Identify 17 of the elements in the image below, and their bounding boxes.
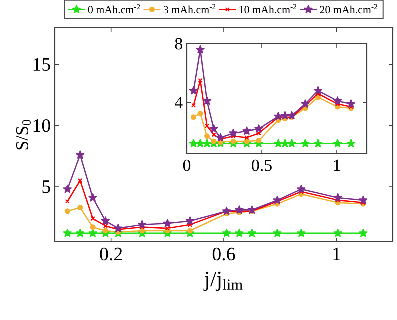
y-tick-label: 4: [174, 97, 183, 108]
legend-label: 3 mAh.cm$^{-2}$: [164, 4, 216, 14]
x-tick-label: 0.6: [212, 248, 236, 261]
legend-label: 0 mAh.cm$^{-2}$: [88, 4, 140, 14]
y-tick-label: 5: [42, 180, 50, 194]
y-axis-title: S/S$_{0}$: [16, 120, 31, 150]
x-tick-label: 0: [183, 160, 191, 172]
x-axis-title: j/j$_{lim}$: [204, 272, 243, 292]
x-tick-label: 0.5: [252, 160, 272, 172]
y-tick-label: 15: [34, 58, 50, 72]
y-tick-label: 10: [34, 119, 50, 132]
x-tick-label: 1: [334, 248, 340, 260]
legend-label: 20 mAh.cm$^{-2}$: [320, 4, 378, 14]
legend-label: 10 mAh.cm$^{-2}$: [240, 4, 297, 14]
y-tick-label: 8: [175, 38, 182, 50]
x-tick-label: 1: [334, 160, 340, 172]
x-tick-label: 0.2: [100, 248, 122, 261]
